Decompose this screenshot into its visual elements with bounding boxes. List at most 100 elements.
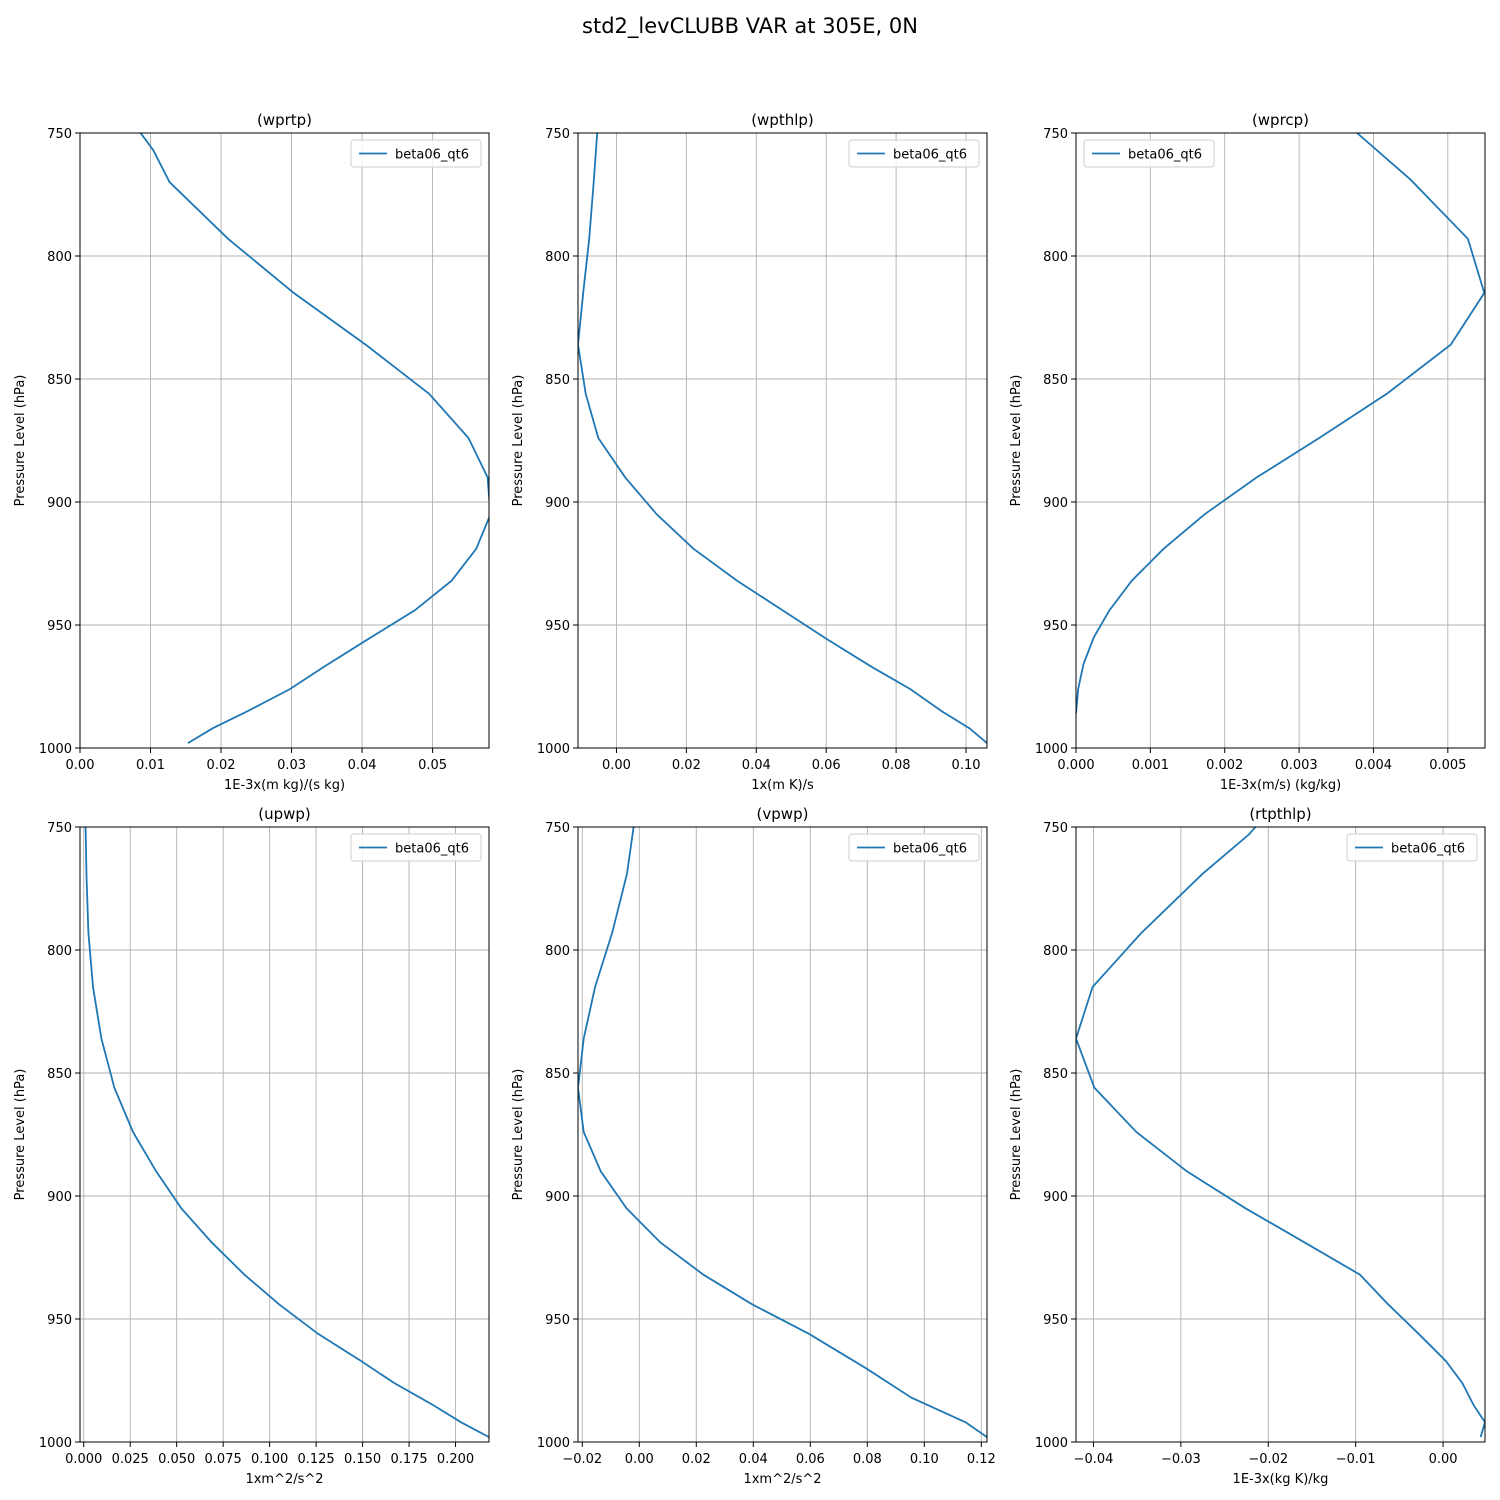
y-tick-label: 900	[1043, 1190, 1068, 1205]
x-tick-label: 0.000	[1057, 758, 1094, 773]
y-axis-label: Pressure Level (hPa)	[511, 1069, 526, 1201]
legend-box	[350, 833, 482, 862]
subplot-title: (upwp)	[258, 805, 311, 823]
x-axis-label: 1E-3x(kg K)/kg	[1233, 1472, 1329, 1487]
y-tick-label: 750	[47, 821, 72, 836]
y-tick-label: 1000	[39, 1436, 72, 1451]
y-tick-label: 1000	[1035, 742, 1068, 757]
x-tick-label: 0.005	[1429, 758, 1466, 773]
legend-label: beta06_qt6	[395, 842, 469, 857]
y-tick-label: 850	[47, 373, 72, 388]
x-tick-label: 0.100	[251, 1452, 288, 1467]
x-tick-label: 0.08	[853, 1452, 882, 1467]
subplot-title: (vpwp)	[757, 805, 809, 823]
legend: beta06_qt6	[350, 139, 482, 168]
legend-box	[1346, 833, 1478, 862]
x-tick-label: 0.10	[910, 1452, 939, 1467]
subplot-5: −0.02 0.00 0.02 0.04 0.06 0.08 0.10 0.12 750 800 8…	[511, 805, 996, 1487]
y-tick-label: 750	[1043, 821, 1068, 836]
y-tick-label: 800	[47, 250, 72, 265]
y-tick-label: 950	[545, 619, 570, 634]
x-tick-label: 0.03	[277, 758, 306, 773]
subplot-title: (rtpthlp)	[1249, 805, 1311, 823]
x-tick-label: 0.06	[812, 758, 841, 773]
y-tick-label: 900	[545, 1190, 570, 1205]
x-tick-label: 0.10	[952, 758, 981, 773]
y-axis-label: Pressure Level (hPa)	[1009, 375, 1024, 507]
x-tick-label: 0.05	[418, 758, 447, 773]
series-line-1	[1076, 133, 1485, 714]
legend: beta06_qt6	[350, 833, 482, 862]
y-tick-label: 800	[47, 944, 72, 959]
x-tick-label: 0.02	[672, 758, 701, 773]
axes-frame	[79, 826, 490, 1443]
axes-frame	[577, 132, 988, 749]
x-tick-label: 0.004	[1355, 758, 1392, 773]
x-tick-label: 0.00	[602, 758, 631, 773]
x-tick-label: 0.003	[1280, 758, 1317, 773]
subplot-1: 0.00 0.01 0.02 0.03 0.04 0.05 750 800 850 900 950 1…	[13, 111, 490, 793]
y-tick-label: 900	[47, 496, 72, 511]
y-axis-label: Pressure Level (hPa)	[13, 375, 28, 507]
axes-frame	[1075, 826, 1486, 1443]
x-tick-label: −0.02	[1248, 1452, 1288, 1467]
x-tick-label: 0.175	[390, 1452, 427, 1467]
x-axis-label: 1E-3x(m kg)/(s kg)	[224, 778, 345, 793]
y-tick-label: 1000	[39, 742, 72, 757]
y-tick-label: 850	[1043, 1067, 1068, 1082]
y-tick-label: 850	[545, 373, 570, 388]
subplot-title: (wpthlp)	[751, 111, 814, 129]
x-tick-label: −0.01	[1336, 1452, 1376, 1467]
series-line-1	[84, 827, 489, 1438]
series-line-1	[1076, 827, 1485, 1438]
y-tick-label: 800	[545, 250, 570, 265]
x-tick-label: 0.150	[344, 1452, 381, 1467]
x-tick-label: 0.200	[437, 1452, 474, 1467]
y-axis-label: Pressure Level (hPa)	[13, 1069, 28, 1201]
x-tick-label: −0.04	[1074, 1452, 1114, 1467]
x-tick-label: 0.00	[625, 1452, 654, 1467]
x-tick-label: −0.03	[1161, 1452, 1201, 1467]
y-tick-label: 750	[545, 821, 570, 836]
x-axis-label: 1xm^2/s^2	[743, 1472, 821, 1487]
y-tick-label: 950	[545, 1313, 570, 1328]
subplot-title: (wprtp)	[257, 111, 312, 129]
y-tick-label: 750	[47, 127, 72, 142]
x-tick-label: 0.02	[682, 1452, 711, 1467]
legend-label: beta06_qt6	[395, 148, 469, 163]
x-axis-label: 1xm^2/s^2	[245, 1472, 323, 1487]
subplot-3: 0.000 0.001 0.002 0.003 0.004 0.005 750 800 850 9…	[1009, 111, 1486, 793]
series-line-1	[578, 133, 987, 744]
subplot-6: −0.04 −0.03 −0.02 −0.01 0.00 750 800 850 900 950 1…	[1009, 805, 1486, 1487]
x-tick-label: 0.04	[742, 758, 771, 773]
y-tick-label: 1000	[537, 1436, 570, 1451]
legend-box	[1083, 139, 1215, 168]
y-tick-label: 950	[1043, 1313, 1068, 1328]
y-tick-label: 800	[545, 944, 570, 959]
y-tick-label: 1000	[537, 742, 570, 757]
legend: beta06_qt6	[848, 833, 980, 862]
y-tick-label: 850	[47, 1067, 72, 1082]
y-tick-label: 850	[545, 1067, 570, 1082]
axes-frame	[1075, 132, 1486, 749]
y-tick-label: 750	[1043, 127, 1068, 142]
x-axis-label: 1x(m K)/s	[751, 778, 814, 793]
x-tick-label: 0.002	[1206, 758, 1243, 773]
legend-label: beta06_qt6	[1391, 842, 1465, 857]
x-tick-label: 0.02	[207, 758, 236, 773]
subplot-4: 0.000 0.025 0.050 0.075 0.100 0.125 0.150 0.175…	[13, 805, 490, 1487]
y-tick-label: 1000	[1035, 1436, 1068, 1451]
x-tick-label: 0.00	[66, 758, 95, 773]
y-tick-label: 900	[1043, 496, 1068, 511]
y-tick-label: 750	[545, 127, 570, 142]
y-tick-label: 900	[47, 1190, 72, 1205]
y-tick-label: 950	[47, 1313, 72, 1328]
x-tick-label: 0.00	[1429, 1452, 1458, 1467]
x-tick-label: −0.02	[562, 1452, 602, 1467]
x-tick-label: 0.12	[967, 1452, 996, 1467]
legend-label: beta06_qt6	[893, 842, 967, 857]
x-axis-label: 1E-3x(m/s) (kg/kg)	[1220, 778, 1341, 793]
y-tick-label: 850	[1043, 373, 1068, 388]
y-axis-label: Pressure Level (hPa)	[511, 375, 526, 507]
